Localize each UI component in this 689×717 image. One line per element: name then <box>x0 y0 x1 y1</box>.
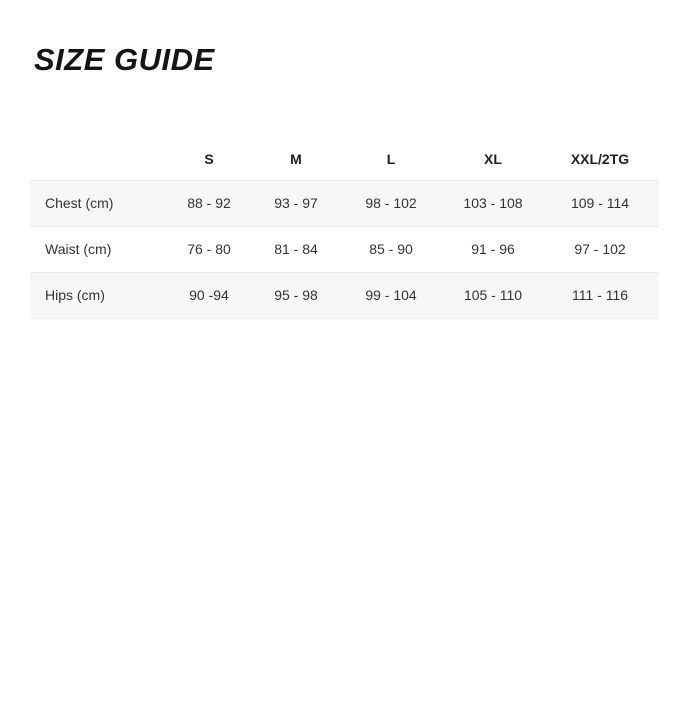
table-row-hips: Hips (cm) 90 -94 95 - 98 99 - 104 105 - … <box>30 272 659 318</box>
size-guide-body: Chest (cm) 88 - 92 93 - 97 98 - 102 103 … <box>30 180 659 318</box>
size-col-header-m: M <box>290 150 302 167</box>
table-row-chest: Chest (cm) 88 - 92 93 - 97 98 - 102 103 … <box>30 180 659 226</box>
size-cell: 109 - 114 <box>570 195 630 211</box>
row-label-chest: Chest (cm) <box>45 195 114 211</box>
size-cell: 103 - 108 <box>463 195 523 211</box>
size-col-header-s: S <box>204 150 214 167</box>
size-cell: 95 - 98 <box>274 287 318 303</box>
size-cell: 91 - 96 <box>471 241 515 257</box>
size-cell: 105 - 110 <box>463 287 523 303</box>
size-cell: 81 - 84 <box>274 241 318 257</box>
size-cell: 97 - 102 <box>574 241 626 257</box>
size-cell: 111 - 116 <box>571 287 629 303</box>
size-cell: 85 - 90 <box>369 241 413 257</box>
header-corner-cell <box>30 138 163 180</box>
size-cell: 88 - 92 <box>187 195 231 211</box>
size-guide-header: S M L XL XXL/2TG <box>30 138 659 180</box>
size-cell: 93 - 97 <box>274 195 318 211</box>
size-col-header-xxl-2tg: XXL/2TG <box>570 150 630 167</box>
size-guide-table: S M L XL XXL/2TG Chest (cm) 88 - 92 93 -… <box>30 138 659 319</box>
table-row-waist: Waist (cm) 76 - 80 81 - 84 85 - 90 91 - … <box>30 226 659 272</box>
size-cell: 90 -94 <box>189 287 229 303</box>
size-cell: 98 - 102 <box>365 195 417 211</box>
row-label-hips: Hips (cm) <box>45 287 105 303</box>
header-row: S M L XL XXL/2TG <box>30 138 659 180</box>
size-guide-page: SIZE GUIDE S M L XL XXL/2TG Chest (cm) 8… <box>0 44 689 717</box>
size-cell: 76 - 80 <box>187 241 231 257</box>
size-col-header-l: L <box>386 150 396 167</box>
size-col-header-xl: XL <box>484 150 502 167</box>
row-label-waist: Waist (cm) <box>45 241 112 257</box>
page-title: SIZE GUIDE <box>34 42 215 77</box>
size-cell: 99 - 104 <box>365 287 417 303</box>
